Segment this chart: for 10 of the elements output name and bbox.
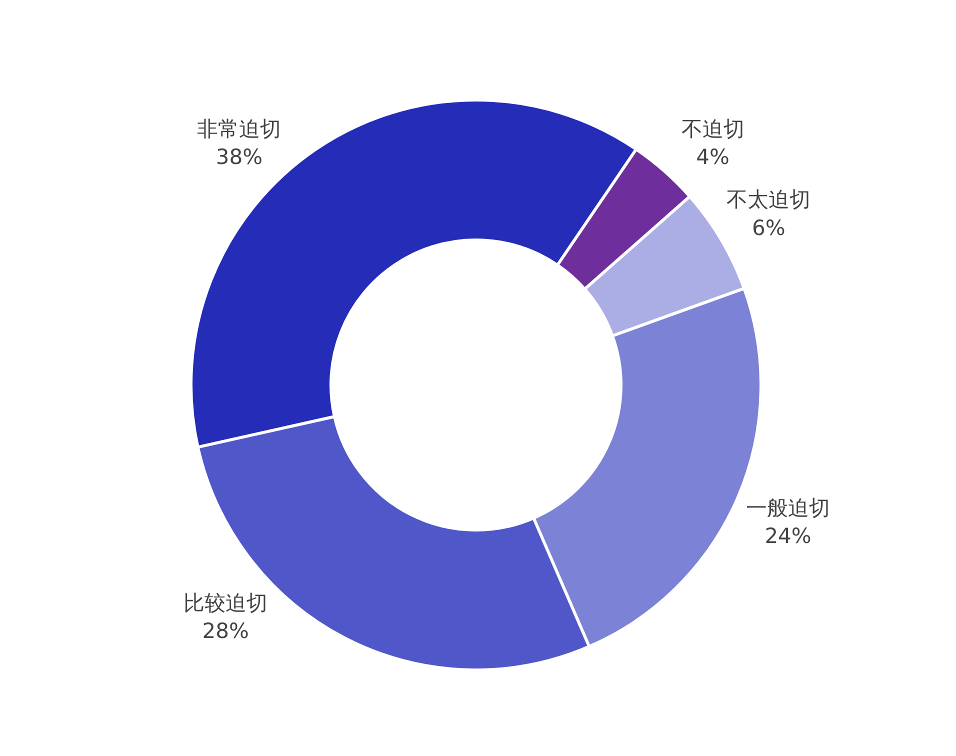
slice-label: 比较迫切 <box>184 590 268 615</box>
slice-label: 不太迫切 <box>726 188 811 212</box>
slice-label: 不迫切 <box>681 116 744 141</box>
data-label: 4% <box>696 145 730 170</box>
slice-label: 非常迫切 <box>197 116 282 141</box>
data-label: 38% <box>216 145 263 170</box>
slice-label: 一般迫切 <box>746 496 830 520</box>
data-label: 28% <box>202 619 249 644</box>
data-label: 24% <box>764 524 812 548</box>
data-label: 6% <box>752 216 786 240</box>
